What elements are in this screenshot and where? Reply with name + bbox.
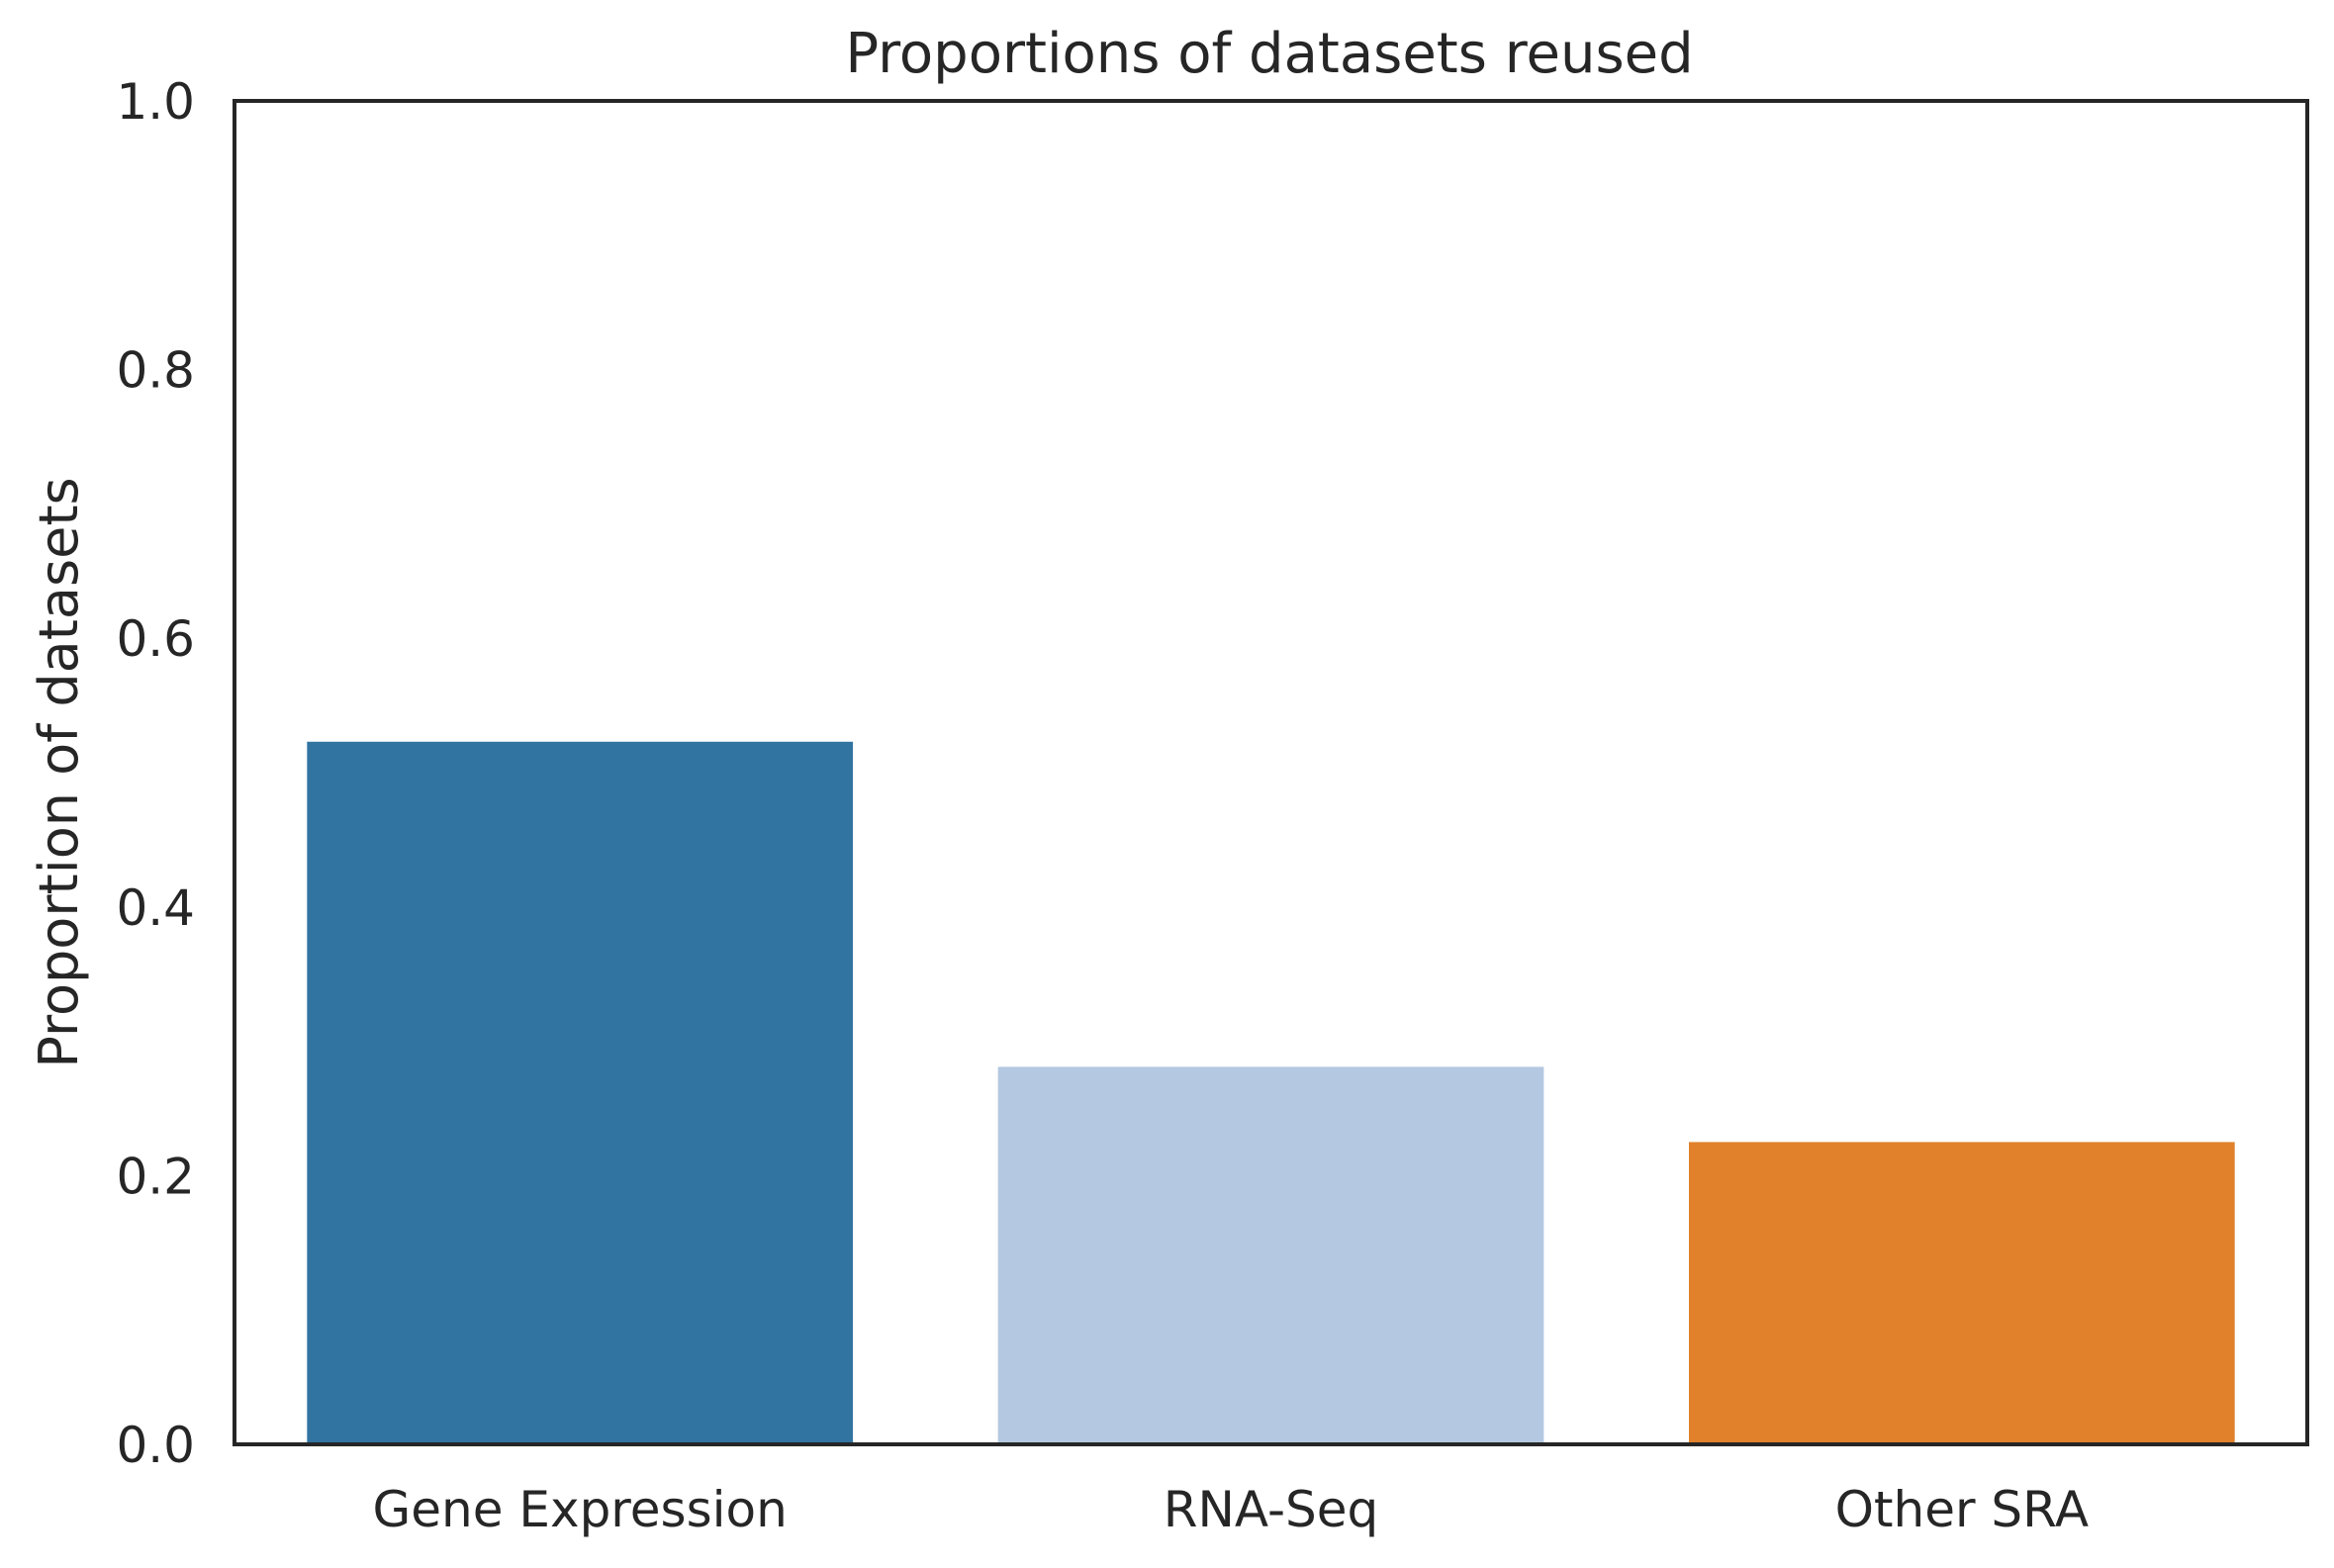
- chart-title: Proportions of datasets reused: [845, 22, 1693, 86]
- y-tick-label: 0.0: [116, 1417, 195, 1474]
- ticks-layer: Gene Expression RNA-Seq Other SRA 0.0 0.2 0.4…: [116, 73, 2089, 1538]
- y-axis-title: Proportion of datasets: [28, 477, 90, 1067]
- x-tick-label: RNA-Seq: [1164, 1481, 1379, 1538]
- bar-gene-expression: [307, 741, 854, 1444]
- plot-frame: [233, 99, 2309, 1446]
- y-tick-label: 0.8: [116, 342, 195, 400]
- y-tick-label: 0.2: [116, 1148, 195, 1205]
- bars-layer: [307, 741, 2235, 1444]
- x-tick-label: Other SRA: [1835, 1481, 2090, 1538]
- bar-rna-seq: [997, 1066, 1544, 1444]
- bar-other-sra: [1688, 1142, 2235, 1444]
- y-tick-label: 0.4: [116, 879, 195, 937]
- x-tick-label: Gene Expression: [373, 1481, 788, 1538]
- y-tick-label: 1.0: [116, 73, 195, 131]
- y-tick-label: 0.6: [116, 610, 195, 668]
